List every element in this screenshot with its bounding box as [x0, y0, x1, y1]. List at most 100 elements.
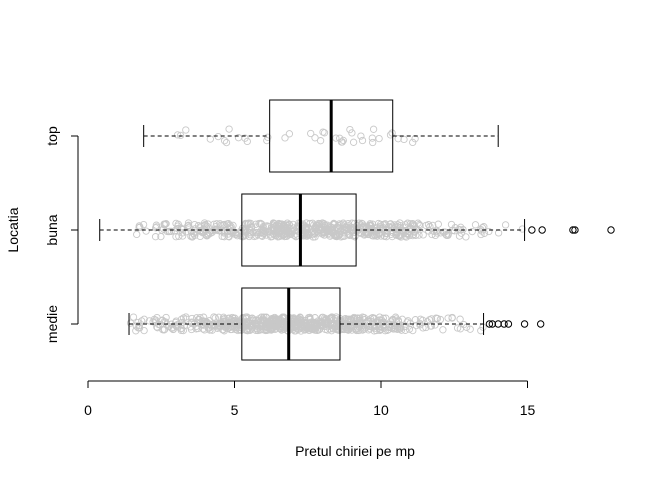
jitter-point	[478, 227, 486, 235]
jitter-point	[152, 316, 160, 324]
jitter-point	[478, 224, 487, 232]
jitter-point	[231, 230, 240, 239]
outlier-point	[485, 320, 494, 328]
jitter-point	[334, 221, 343, 230]
jitter-point	[415, 231, 423, 239]
jitter-point	[160, 325, 169, 334]
jitter-point	[238, 224, 247, 233]
jitter-point	[439, 326, 447, 334]
jitter-point	[407, 224, 415, 232]
jitter-point	[457, 223, 465, 231]
jitter-point	[393, 325, 401, 333]
jitter-point	[371, 232, 379, 240]
jitter-point	[182, 228, 190, 236]
jitter-point	[283, 219, 292, 227]
jitter-point	[219, 313, 228, 321]
y-tick-label: medie	[44, 305, 60, 343]
jitter-point	[366, 220, 374, 228]
jitter-point	[501, 221, 510, 229]
jitter-point	[319, 128, 327, 136]
jitter-point	[344, 322, 352, 330]
jitter-point	[380, 227, 388, 236]
jitter-point	[311, 134, 319, 142]
x-tick-label: 0	[84, 402, 92, 418]
jitter-point	[332, 134, 340, 142]
jitter-point	[306, 219, 314, 228]
jitter-point	[220, 318, 228, 326]
jitter-point	[477, 230, 485, 239]
jitter-point	[456, 315, 464, 323]
jitter-point	[379, 320, 387, 329]
outlier-point	[494, 320, 502, 328]
jitter-point	[292, 327, 300, 335]
jitter-point	[471, 221, 480, 229]
jitter-point	[343, 228, 351, 236]
x-axis-label: Pretul chiriei pe mp	[295, 443, 415, 459]
jitter-point	[196, 226, 205, 235]
jitter-point	[462, 233, 470, 241]
jitter-point	[347, 315, 355, 323]
jitter-point	[416, 321, 424, 329]
jitter-point	[329, 324, 337, 332]
jitter-point	[455, 232, 464, 240]
outlier-point	[528, 226, 536, 234]
jitter-point	[307, 129, 315, 138]
jitter-point	[270, 221, 278, 229]
jitter-point	[214, 132, 222, 141]
jitter-point	[368, 134, 376, 142]
jitter-point	[448, 313, 456, 322]
jitter-point	[243, 313, 251, 321]
jitter-point	[386, 224, 394, 232]
jitter-point	[222, 138, 231, 147]
jitter-point	[358, 136, 367, 145]
jitter-point	[346, 316, 354, 324]
jitter-point	[272, 322, 280, 330]
jitter-point	[188, 232, 197, 240]
jitter-point	[394, 135, 402, 143]
jitter-point	[211, 322, 219, 330]
jitter-point	[291, 320, 299, 328]
jitter-point	[355, 326, 363, 335]
jitter-point	[311, 228, 319, 236]
jitter-point	[132, 322, 140, 330]
jitter-point	[281, 223, 290, 231]
jitter-point	[318, 321, 326, 329]
jitter-point	[299, 321, 307, 329]
jitter-point	[134, 324, 142, 332]
jitter-point	[388, 226, 396, 234]
jitter-point	[309, 230, 318, 239]
jitter-point	[165, 227, 174, 236]
jitter-point	[308, 323, 316, 331]
jitter-point	[126, 319, 135, 327]
jitter-point	[306, 315, 314, 324]
jitter-point	[262, 313, 270, 322]
jitter-point	[349, 138, 358, 146]
jitter-point	[485, 227, 493, 236]
jitter-point	[271, 321, 280, 329]
jitter-point	[388, 129, 396, 137]
jitter-point	[370, 314, 378, 322]
jitter-point	[273, 221, 281, 229]
jitter-point	[242, 224, 250, 232]
jitter-point	[306, 313, 314, 322]
jitter-point	[173, 224, 182, 233]
jitter-point	[187, 227, 195, 236]
jitter-point	[356, 228, 365, 236]
jitter-point	[172, 321, 180, 330]
jitter-point	[234, 134, 243, 142]
jitter-point	[308, 219, 317, 227]
outlier-point	[571, 226, 579, 234]
jitter-point	[280, 313, 288, 321]
jitter-point	[315, 221, 324, 229]
jitter-point	[318, 320, 327, 329]
outlier-point	[504, 320, 513, 328]
jitter-point	[307, 320, 316, 328]
jitter-point	[261, 323, 270, 331]
box-buna	[99, 193, 615, 267]
jitter-point	[358, 223, 367, 231]
jitter-point	[204, 231, 212, 239]
jitter-point	[309, 322, 317, 330]
jitter-point	[337, 325, 345, 333]
jitter-point	[443, 231, 451, 240]
